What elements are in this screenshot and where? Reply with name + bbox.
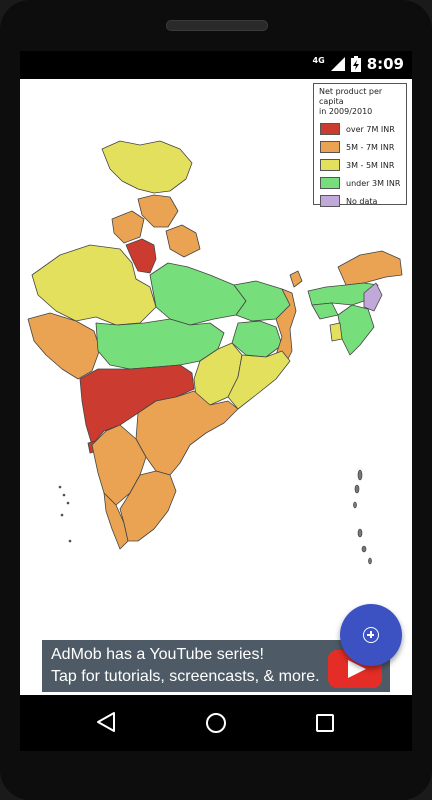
legend-item-no-data: No data [320, 195, 406, 207]
region-nagaland[interactable] [363, 282, 383, 312]
legend-item-3m-5m: 3M - 5M INR [320, 159, 406, 171]
region-kerala[interactable] [103, 492, 129, 550]
legend-swatch [320, 141, 340, 153]
island [357, 528, 363, 538]
status-bar: 4G 8:09 [20, 51, 412, 79]
legend-swatch [320, 123, 340, 135]
island [357, 469, 363, 481]
legend-item-5m-7m: 5M - 7M INR [320, 141, 406, 153]
island [60, 513, 64, 517]
india-map[interactable] [20, 79, 412, 635]
legend-swatch [320, 177, 340, 189]
region-andhra-pradesh[interactable] [135, 390, 239, 476]
region-tripura[interactable] [329, 322, 343, 342]
island [66, 501, 70, 505]
clock: 8:09 [366, 55, 404, 73]
region-odisha[interactable] [227, 350, 291, 410]
region-uttar-pradesh[interactable] [149, 262, 247, 326]
map-legend: Net product per capita in 2009/2010 over… [313, 83, 407, 207]
signal-icon [330, 57, 345, 71]
region-himachal[interactable] [137, 194, 179, 228]
region-punjab[interactable] [111, 210, 145, 244]
region-uttarakhand[interactable] [165, 224, 201, 258]
back-icon[interactable] [96, 711, 116, 733]
island [368, 557, 372, 565]
network-indicator: 4G [312, 55, 325, 65]
legend-swatch [320, 195, 340, 207]
island [62, 493, 66, 497]
island [361, 545, 367, 553]
island [354, 484, 360, 494]
ad-line-1: AdMob has a YouTube series! [51, 646, 264, 663]
island [68, 539, 72, 543]
region-sikkim[interactable] [289, 270, 303, 288]
island [353, 501, 357, 509]
home-icon[interactable] [206, 713, 226, 733]
region-jharkhand[interactable] [231, 320, 283, 358]
region-haryana[interactable] [125, 238, 157, 274]
ad-line-2: Tap for tutorials, screencasts, & more. [51, 668, 320, 685]
region-tamil-nadu[interactable] [119, 470, 177, 542]
region-jammu-kashmir[interactable] [101, 140, 193, 194]
ad-banner-content[interactable]: AdMob has a YouTube series! Tap for tuto… [42, 640, 390, 692]
map-view[interactable]: Net product per capita in 2009/2010 over… [20, 79, 412, 695]
legend-item-over-7m: over 7M INR [320, 123, 406, 135]
recent-apps-icon[interactable] [316, 714, 334, 732]
legend-swatch [320, 159, 340, 171]
legend-title: Net product per capita in 2009/2010 [319, 87, 383, 116]
navigation-bar [20, 695, 412, 751]
speaker-grille [166, 20, 268, 31]
legend-item-under-3m: under 3M INR [320, 177, 406, 189]
region-arunachal[interactable] [337, 250, 403, 286]
region-gujarat[interactable] [27, 312, 101, 380]
zoom-in-icon [363, 627, 379, 643]
island [58, 485, 62, 489]
zoom-fab-button[interactable] [340, 604, 402, 666]
region-meghalaya[interactable] [311, 302, 339, 320]
region-mizoram[interactable] [337, 304, 375, 356]
battery-icon [350, 56, 361, 72]
